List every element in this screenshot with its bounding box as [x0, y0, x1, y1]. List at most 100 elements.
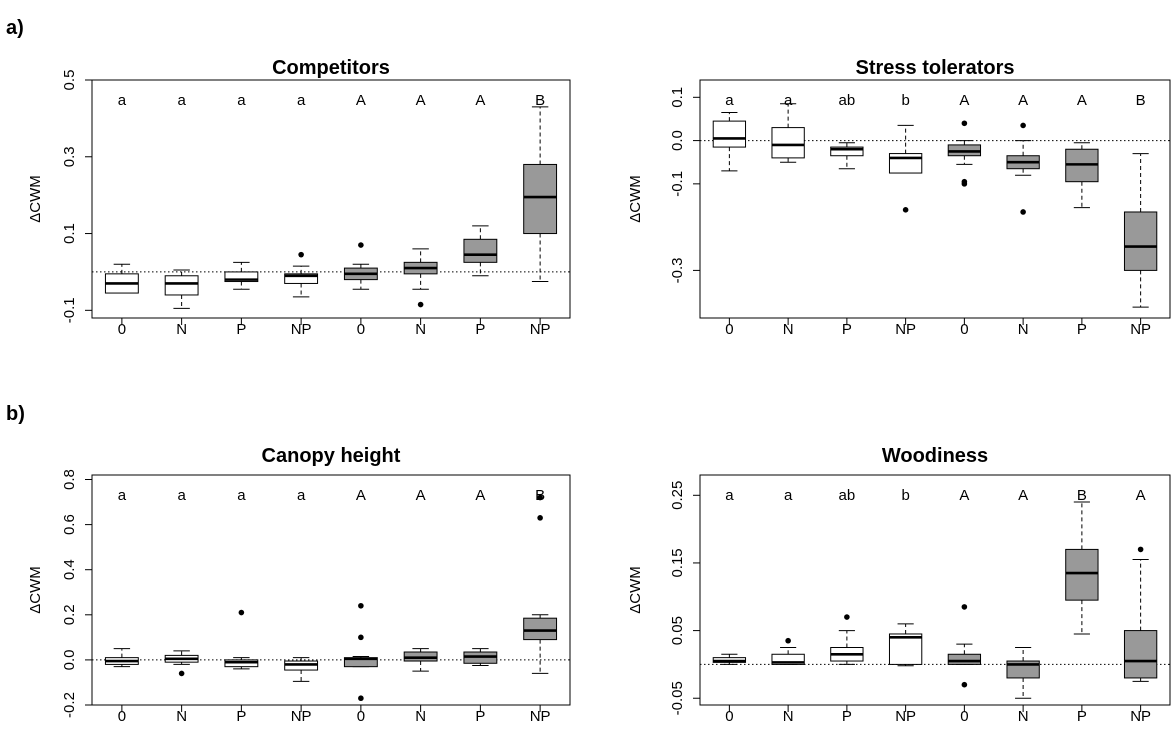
plot-frame [91, 79, 571, 319]
x-tick-label: NP [1130, 321, 1151, 338]
y-tick-label: 0.4 [61, 559, 78, 580]
significance-letter: A [959, 92, 969, 109]
outlier-point [358, 602, 364, 609]
x-tick-label: 0 [960, 708, 968, 725]
chart-title: Competitors [272, 57, 390, 79]
significance-letter: B [1136, 92, 1146, 109]
x-tick-label: P [236, 708, 246, 725]
y-axis-label: ΔCWM [627, 566, 644, 614]
box-3: NP a [284, 487, 319, 725]
y-tick-label: 0.1 [669, 87, 686, 108]
box-0: 0a [104, 92, 139, 338]
y-tick-label: 0.25 [669, 481, 686, 510]
x-tick-label: 0 [960, 321, 968, 338]
x-tick-label: NP [1130, 708, 1151, 725]
box-iqr [1123, 211, 1158, 271]
outlier-point [358, 695, 364, 702]
box-iqr [224, 271, 259, 283]
y-tick-label: 0.5 [61, 70, 78, 91]
significance-letter: a [118, 92, 127, 109]
box-7: NP B [523, 92, 558, 338]
x-tick-label: NP [530, 708, 551, 725]
y-tick-label: -0.05 [669, 681, 686, 715]
x-tick-label: N [1018, 708, 1029, 725]
x-tick-label: P [475, 708, 485, 725]
x-tick-label: 0 [725, 321, 733, 338]
plot-frame [699, 474, 1171, 706]
x-tick-label: NP [895, 321, 916, 338]
outlier-point [298, 251, 304, 258]
significance-letter: A [1018, 487, 1028, 504]
box-iqr [463, 238, 498, 263]
chart-title: Canopy height [262, 445, 401, 467]
significance-letter: a [237, 92, 246, 109]
outlier-point [961, 181, 968, 187]
outlier-point [961, 604, 968, 610]
y-tick-label: 0.0 [669, 130, 686, 151]
significance-letter: A [416, 487, 426, 504]
box-1: Na [164, 92, 199, 338]
box-7: NP B [1123, 92, 1158, 338]
box-iqr [888, 633, 923, 665]
outlier-point [785, 637, 791, 644]
box-5: NA [1006, 92, 1040, 338]
y-tick-label: -0.1 [669, 171, 686, 197]
x-tick-label: P [475, 321, 485, 338]
outlier-point [844, 614, 850, 620]
chart-panel-2: Canopy heightΔCWM-0.20.00.20.40.60.80aNa… [27, 445, 571, 725]
box-2: Pa [224, 92, 259, 338]
x-tick-label: N [176, 321, 187, 338]
box-5: NA [403, 487, 438, 725]
significance-letter: A [356, 487, 366, 504]
x-tick-label: P [236, 321, 246, 338]
x-tick-label: 0 [118, 708, 126, 725]
box-iqr [1065, 548, 1099, 601]
y-axis-label: ΔCWM [627, 175, 644, 223]
x-tick-label: P [842, 321, 852, 338]
significance-letter: a [725, 487, 734, 504]
outlier-point [238, 609, 245, 616]
y-tick-label: -0.2 [61, 692, 78, 718]
box-1: Na [771, 487, 805, 725]
significance-letter: B [535, 92, 545, 109]
y-tick-label: 0.3 [61, 146, 78, 167]
box-6: PA [463, 487, 498, 725]
outlier-point [358, 634, 364, 641]
significance-letter: a [784, 487, 793, 504]
box-3: NP b [888, 487, 923, 725]
outlier-point [1020, 209, 1026, 215]
x-tick-label: N [176, 708, 187, 725]
outlier-point [1020, 122, 1026, 129]
outlier-point [178, 670, 185, 677]
y-tick-label: 0.2 [61, 604, 78, 625]
box-6: PA [463, 92, 498, 338]
significance-letter: a [784, 92, 793, 109]
x-tick-label: 0 [357, 708, 365, 725]
outlier-point [358, 242, 364, 248]
box-iqr [888, 153, 923, 174]
significance-letter: b [901, 487, 909, 504]
box-iqr [830, 146, 864, 157]
box-5: NA [403, 92, 438, 338]
x-tick-label: NP [530, 321, 551, 338]
x-tick-label: N [1018, 321, 1029, 338]
chart-panel-3: WoodinessΔCWM-0.050.050.150.250aNaPabNPb… [627, 445, 1171, 725]
box-6: PA [1065, 92, 1099, 338]
y-tick-label: 0.15 [669, 548, 686, 577]
x-tick-label: 0 [725, 708, 733, 725]
x-tick-label: N [415, 708, 426, 725]
box-4: 0A [947, 487, 982, 725]
box-iqr [1123, 630, 1158, 679]
box-0: 0a [712, 92, 747, 338]
chart-title: Stress tolerators [856, 57, 1015, 79]
significance-letter: b [901, 92, 909, 109]
significance-letter: A [959, 487, 969, 504]
significance-letter: A [475, 92, 485, 109]
box-2: Pab [830, 487, 864, 725]
x-tick-label: P [1077, 708, 1087, 725]
significance-letter: B [535, 487, 545, 504]
y-tick-label: -0.1 [61, 297, 78, 323]
significance-letter: a [177, 92, 186, 109]
outlier-point [417, 301, 424, 308]
x-tick-label: 0 [118, 321, 126, 338]
